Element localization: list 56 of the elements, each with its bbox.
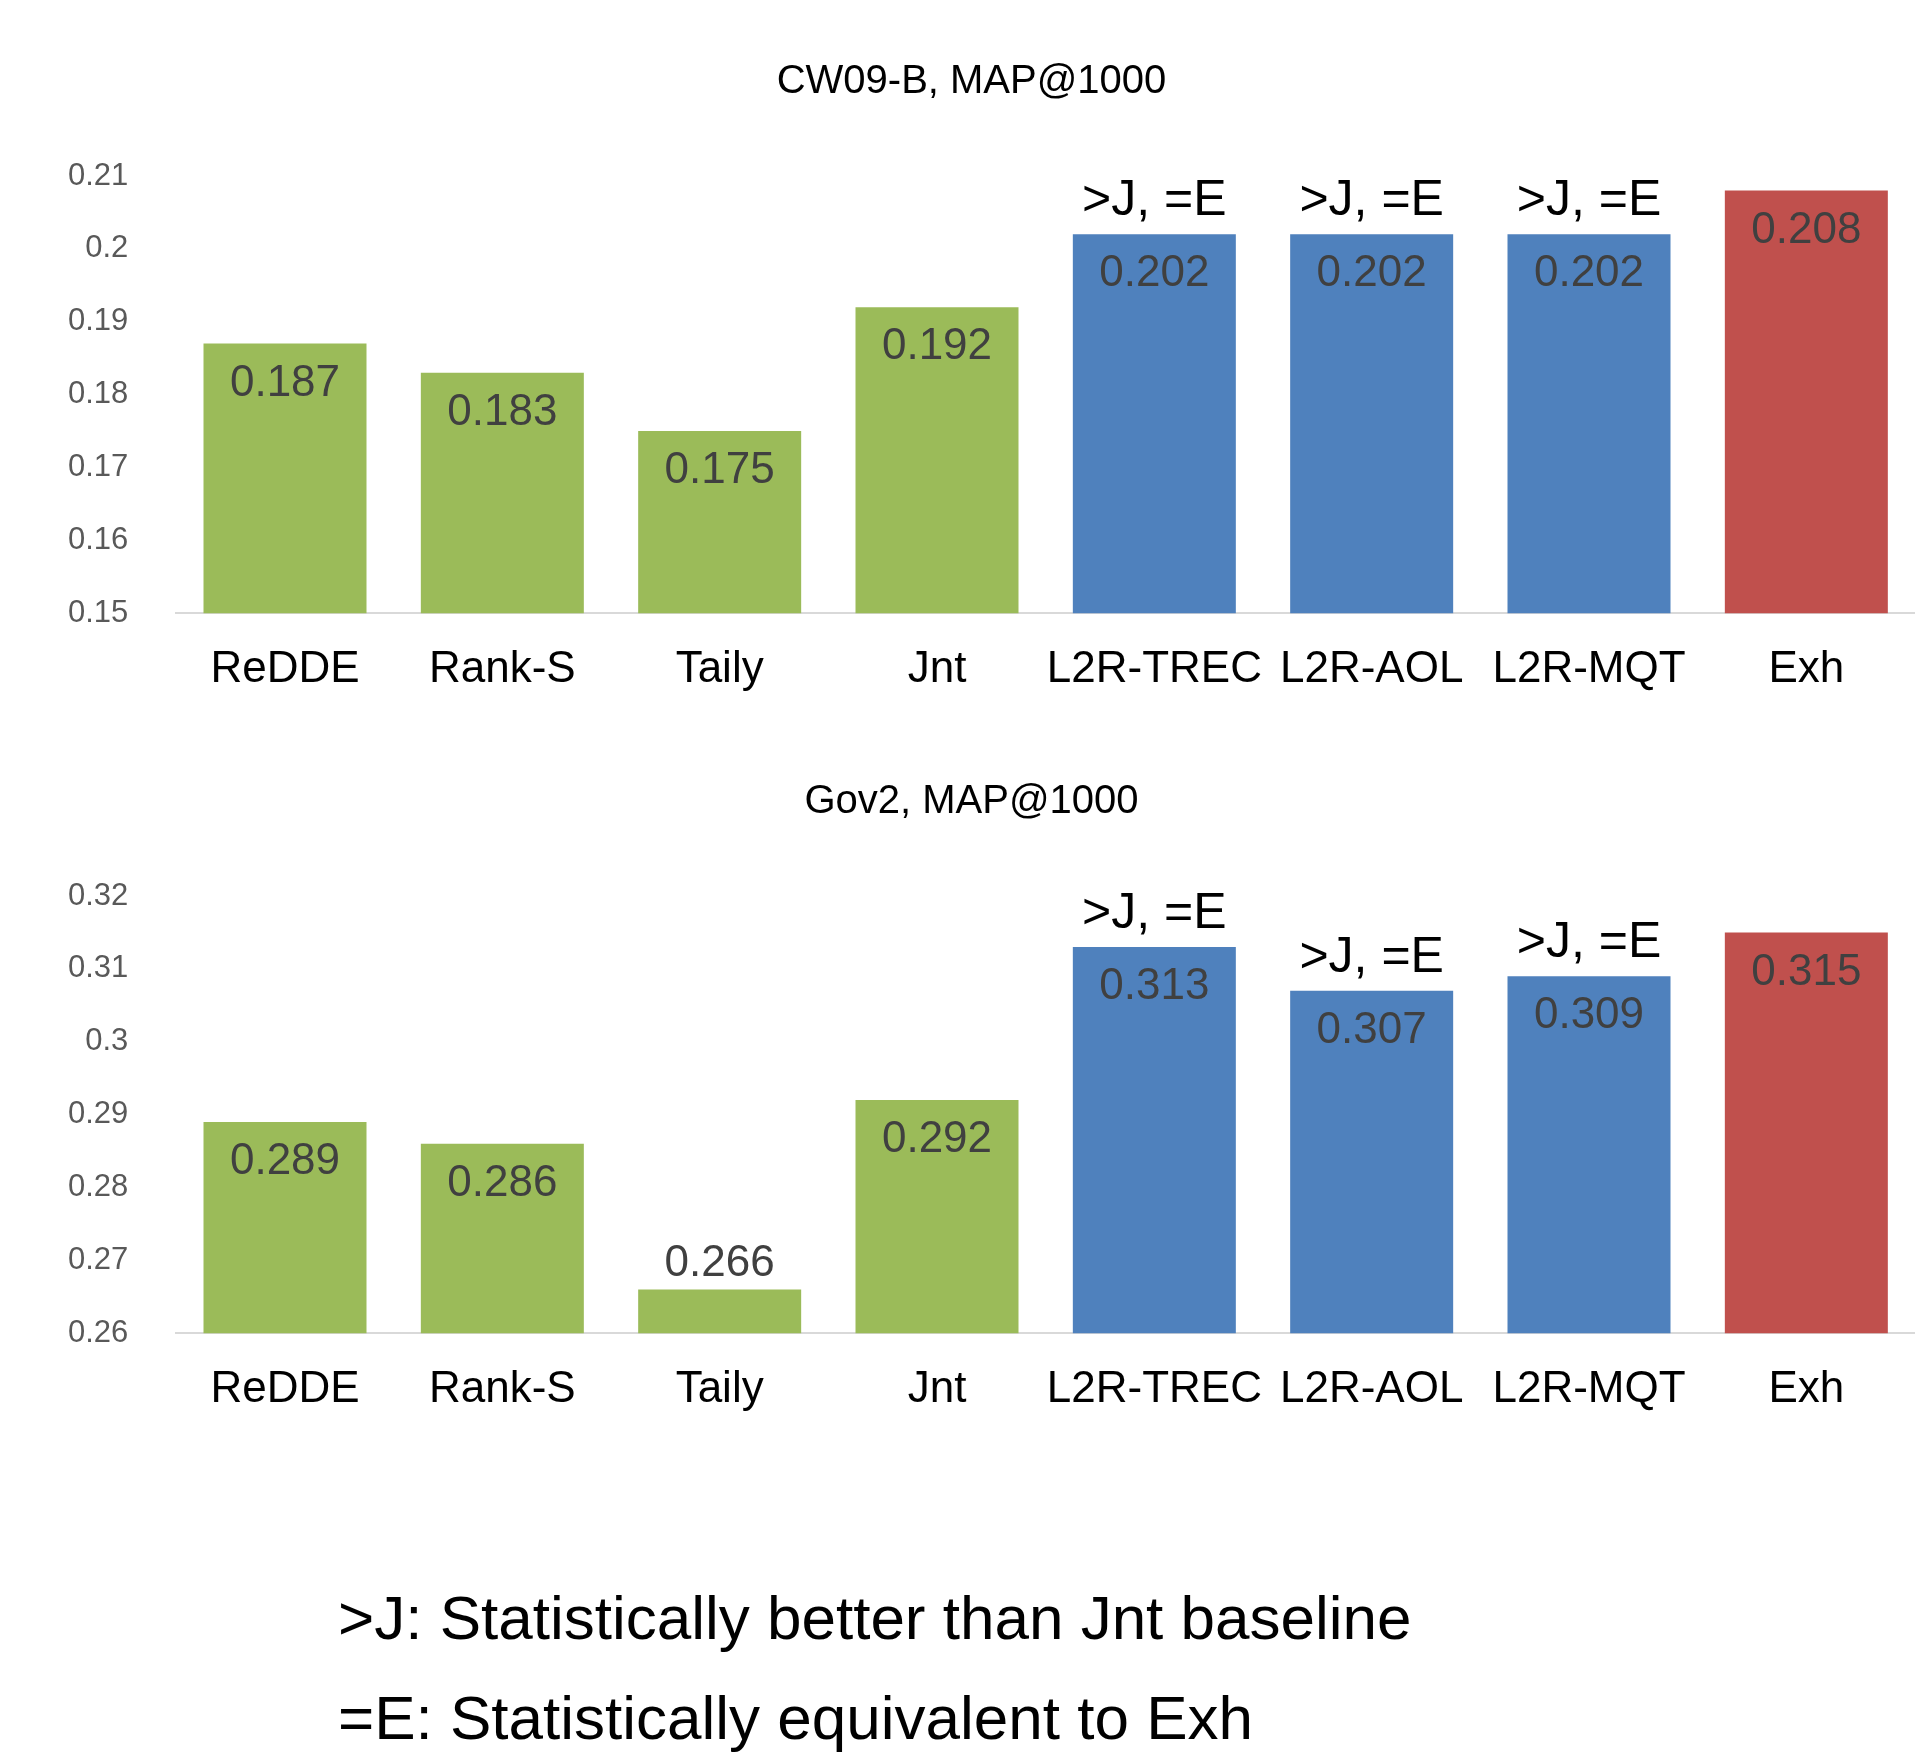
x-tick-label: Exh <box>1768 1361 1845 1411</box>
chart-title: Gov2, MAP@1000 <box>804 777 1139 822</box>
x-tick-label: L2R-TREC <box>1046 641 1262 691</box>
data-label: 0.202 <box>1316 246 1427 296</box>
y-tick-label: 0.27 <box>67 1240 129 1276</box>
data-label: 0.208 <box>1751 202 1862 252</box>
y-tick-label: 0.19 <box>67 302 129 338</box>
y-tick-label: 0.32 <box>67 876 129 912</box>
x-tick-label: L2R-MQT <box>1492 1361 1686 1411</box>
data-label: 0.266 <box>664 1235 775 1285</box>
annotation: >J, =E <box>1516 170 1662 227</box>
data-label: 0.202 <box>1533 246 1645 296</box>
y-tick-label: 0.18 <box>67 375 129 411</box>
y-tick-label: 0.3 <box>85 1022 129 1058</box>
x-tick-label: Rank-S <box>428 1361 576 1411</box>
annotation: >J, =E <box>1082 882 1227 939</box>
y-tick-label: 0.21 <box>67 156 129 192</box>
x-tick-label: ReDDE <box>210 1361 360 1411</box>
y-tick-label: 0.29 <box>67 1095 129 1131</box>
data-label: 0.315 <box>1751 944 1862 994</box>
data-label: 0.307 <box>1316 1002 1427 1052</box>
x-tick-label: ReDDE <box>210 641 360 691</box>
annotation: >J, =E <box>1082 170 1227 227</box>
x-tick-label: Rank-S <box>428 641 576 691</box>
data-label: 0.286 <box>447 1155 558 1205</box>
annotation: >J, =E <box>1299 170 1444 227</box>
x-tick-label: Jnt <box>907 641 967 691</box>
y-tick-label: 0.17 <box>67 448 129 484</box>
x-tick-label: Taily <box>675 641 764 691</box>
data-label: 0.187 <box>229 355 341 405</box>
data-label: 0.192 <box>881 319 993 369</box>
data-label: 0.289 <box>229 1134 341 1184</box>
data-label: 0.309 <box>1533 988 1645 1038</box>
annotation: >J, =E <box>1516 911 1662 968</box>
y-tick-label: 0.28 <box>67 1168 129 1204</box>
y-tick-label: 0.31 <box>67 949 129 985</box>
data-label: 0.313 <box>1099 959 1210 1009</box>
text: =E: Statistically equivalent to Exh <box>338 1682 1254 1754</box>
data-label: 0.175 <box>664 443 775 493</box>
x-tick-label: L2R-MQT <box>1492 641 1686 691</box>
text: >J: Statistically better than Jnt baseline <box>338 1582 1413 1654</box>
y-tick-label: 0.16 <box>67 520 129 556</box>
data-label: 0.292 <box>881 1112 993 1162</box>
x-tick-label: Exh <box>1768 641 1845 691</box>
annotation: >J, =E <box>1299 926 1444 983</box>
x-tick-label: L2R-AOL <box>1279 641 1464 691</box>
x-tick-label: L2R-TREC <box>1046 1361 1262 1411</box>
y-tick-label: 0.26 <box>67 1313 129 1349</box>
x-tick-label: L2R-AOL <box>1279 1361 1464 1411</box>
x-tick-label: Taily <box>675 1361 764 1411</box>
data-label: 0.202 <box>1099 246 1210 296</box>
x-tick-label: Jnt <box>907 1361 967 1411</box>
y-tick-label: 0.15 <box>67 593 129 629</box>
data-label: 0.183 <box>447 384 558 434</box>
y-tick-label: 0.2 <box>85 229 129 265</box>
chart-title: CW09-B, MAP@1000 <box>776 57 1167 102</box>
